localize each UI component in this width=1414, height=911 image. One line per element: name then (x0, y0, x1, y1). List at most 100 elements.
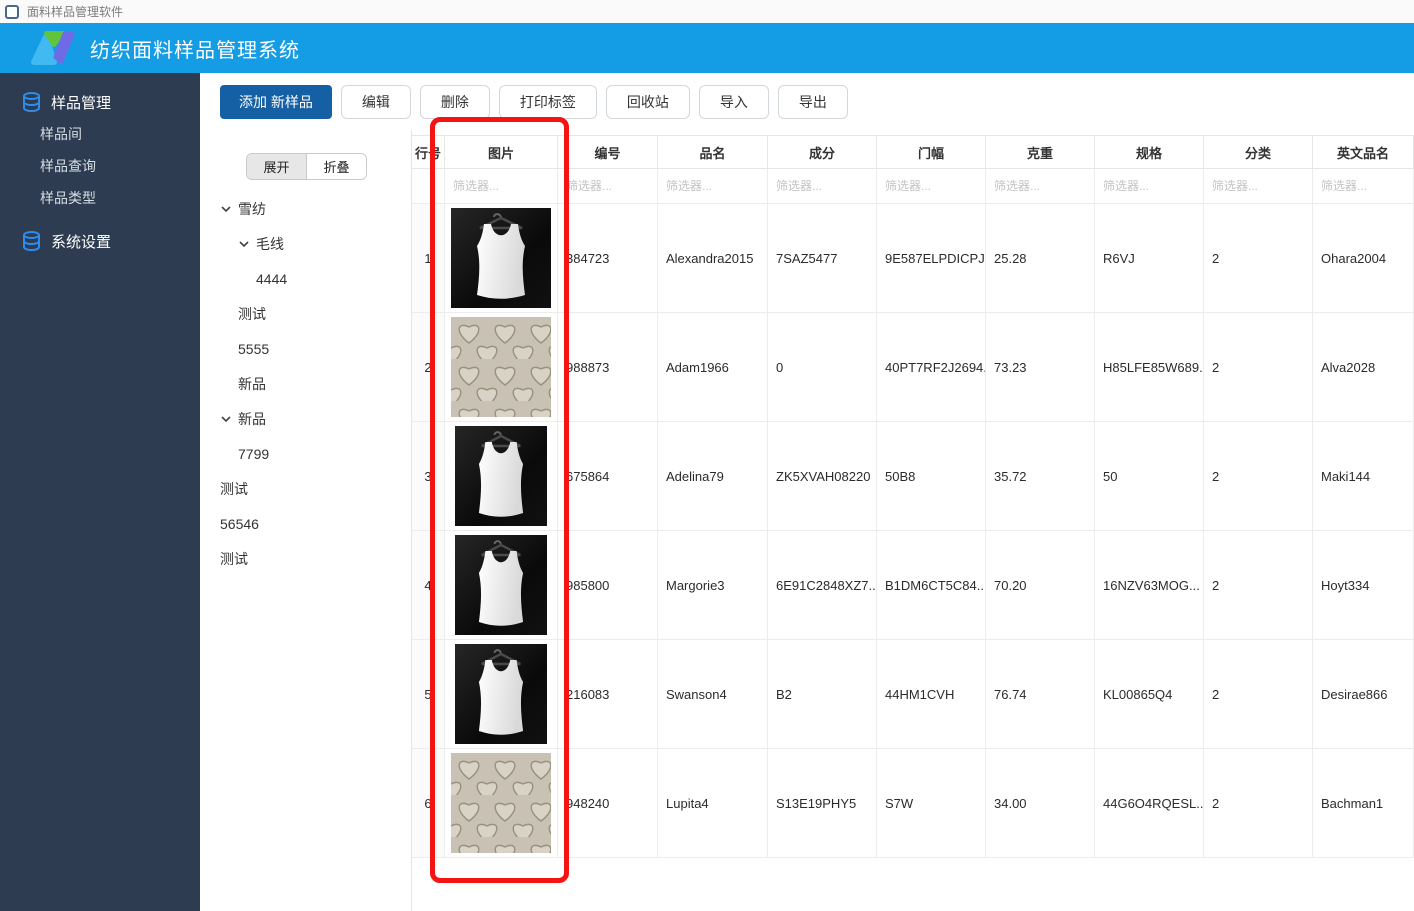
col-header-spec[interactable]: 规格 (1095, 136, 1204, 169)
table-cell-english-name[interactable]: Maki144 (1313, 422, 1414, 531)
tree-node[interactable]: 新品 (200, 401, 411, 436)
sidebar-item-system-settings[interactable]: 系统设置 (0, 225, 200, 257)
tree-node[interactable]: 新品 (200, 366, 411, 401)
col-header-category[interactable]: 分类 (1204, 136, 1313, 169)
table-cell-row-number[interactable]: 3 (412, 422, 445, 531)
recycle-bin-button[interactable]: 回收站 (605, 84, 690, 119)
table-cell-composition[interactable]: ZK5XVAH08220 (768, 422, 877, 531)
expand-button[interactable]: 展开 (247, 154, 307, 179)
filter-input-weight[interactable] (986, 179, 1094, 193)
filter-input-composition[interactable] (768, 179, 876, 193)
table-cell-spec[interactable]: 44G6O4RQESL... (1095, 749, 1204, 858)
table-cell-code[interactable]: 216083 (558, 640, 658, 749)
table-cell-code[interactable]: 988873 (558, 313, 658, 422)
table-cell-image[interactable] (445, 204, 558, 313)
table-cell-width[interactable]: 40PT7RF2J2694... (877, 313, 986, 422)
table-cell-spec[interactable]: 50 (1095, 422, 1204, 531)
print-label-button[interactable]: 打印标签 (498, 84, 597, 119)
table-cell-image[interactable] (445, 749, 558, 858)
table-cell-name[interactable]: Margorie3 (658, 531, 768, 640)
tree-node[interactable]: 雪纺 (200, 191, 411, 226)
table-cell-composition[interactable]: S13E19PHY5 (768, 749, 877, 858)
table-cell-width[interactable]: 50B8 (877, 422, 986, 531)
table-cell-weight[interactable]: 76.74 (986, 640, 1095, 749)
filter-input-image[interactable] (445, 179, 557, 193)
edit-button[interactable]: 编辑 (340, 84, 411, 119)
table-cell-row-number[interactable]: 5 (412, 640, 445, 749)
table-cell-spec[interactable]: H85LFE85W689... (1095, 313, 1204, 422)
col-header-width[interactable]: 门幅 (877, 136, 986, 169)
table-cell-weight[interactable]: 25.28 (986, 204, 1095, 313)
table-cell-category[interactable]: 2 (1204, 204, 1313, 313)
tree-node[interactable]: 测试 (200, 296, 411, 331)
table-cell-weight[interactable]: 35.72 (986, 422, 1095, 531)
table-cell-weight[interactable]: 34.00 (986, 749, 1095, 858)
table-cell-code[interactable]: 985800 (558, 531, 658, 640)
col-header-weight[interactable]: 克重 (986, 136, 1095, 169)
filter-input-spec[interactable] (1095, 179, 1203, 193)
table-cell-image[interactable] (445, 313, 558, 422)
table-cell-category[interactable]: 2 (1204, 640, 1313, 749)
sidebar-item-sample-type[interactable]: 样品类型 (0, 182, 200, 214)
table-cell-width[interactable]: 44HM1CVH (877, 640, 986, 749)
table-cell-category[interactable]: 2 (1204, 531, 1313, 640)
table-cell-row-number[interactable]: 2 (412, 313, 445, 422)
table-cell-spec[interactable]: R6VJ (1095, 204, 1204, 313)
collapse-button[interactable]: 折叠 (307, 154, 366, 179)
table-cell-weight[interactable]: 70.20 (986, 531, 1095, 640)
filter-input-category[interactable] (1204, 179, 1312, 193)
col-header-english-name[interactable]: 英文品名 (1313, 136, 1414, 169)
import-button[interactable]: 导入 (698, 84, 769, 119)
table-cell-composition[interactable]: 0 (768, 313, 877, 422)
add-sample-button[interactable]: 添加 新样品 (220, 84, 332, 119)
filter-input-width[interactable] (877, 179, 985, 193)
table-cell-image[interactable] (445, 640, 558, 749)
table-cell-category[interactable]: 2 (1204, 749, 1313, 858)
table-cell-composition[interactable]: 7SAZ5477 (768, 204, 877, 313)
tree-node[interactable]: 测试 (200, 471, 411, 506)
table-cell-spec[interactable]: 16NZV63MOG... (1095, 531, 1204, 640)
sidebar-item-sample-query[interactable]: 样品查询 (0, 150, 200, 182)
table-cell-code[interactable]: 384723 (558, 204, 658, 313)
col-header-row-number[interactable]: 行号 (412, 136, 445, 169)
table-cell-english-name[interactable]: Bachman1 (1313, 749, 1414, 858)
col-header-image[interactable]: 图片 (445, 136, 558, 169)
export-button[interactable]: 导出 (777, 84, 848, 119)
table-cell-code[interactable]: 948240 (558, 749, 658, 858)
filter-input-name[interactable] (658, 179, 767, 193)
tree-node[interactable]: 毛线 (200, 226, 411, 261)
table-cell-width[interactable]: S7W (877, 749, 986, 858)
tree-node[interactable]: 7799 (200, 436, 411, 471)
tree-node[interactable]: 56546 (200, 506, 411, 541)
tree-node[interactable]: 4444 (200, 261, 411, 296)
table-cell-category[interactable]: 2 (1204, 422, 1313, 531)
table-cell-english-name[interactable]: Alva2028 (1313, 313, 1414, 422)
table-cell-name[interactable]: Alexandra2015 (658, 204, 768, 313)
table-cell-composition[interactable]: 6E91C2848XZ7... (768, 531, 877, 640)
table-cell-code[interactable]: 675864 (558, 422, 658, 531)
table-cell-english-name[interactable]: Hoyt334 (1313, 531, 1414, 640)
filter-input-code[interactable] (558, 179, 657, 193)
table-cell-width[interactable]: B1DM6CT5C84... (877, 531, 986, 640)
sidebar-item-sample-room[interactable]: 样品间 (0, 118, 200, 150)
tree-node[interactable]: 测试 (200, 541, 411, 576)
col-header-composition[interactable]: 成分 (768, 136, 877, 169)
tree-node[interactable]: 5555 (200, 331, 411, 366)
table-cell-english-name[interactable]: Ohara2004 (1313, 204, 1414, 313)
table-cell-composition[interactable]: B2 (768, 640, 877, 749)
table-cell-english-name[interactable]: Desirae866 (1313, 640, 1414, 749)
col-header-name[interactable]: 品名 (658, 136, 768, 169)
table-cell-category[interactable]: 2 (1204, 313, 1313, 422)
col-header-code[interactable]: 编号 (558, 136, 658, 169)
table-cell-name[interactable]: Swanson4 (658, 640, 768, 749)
sidebar-item-sample-management[interactable]: 样品管理 (0, 86, 200, 118)
table-cell-weight[interactable]: 73.23 (986, 313, 1095, 422)
table-cell-row-number[interactable]: 4 (412, 531, 445, 640)
table-cell-image[interactable] (445, 422, 558, 531)
table-cell-spec[interactable]: KL00865Q4 (1095, 640, 1204, 749)
table-cell-image[interactable] (445, 531, 558, 640)
table-cell-name[interactable]: Adelina79 (658, 422, 768, 531)
table-cell-row-number[interactable]: 1 (412, 204, 445, 313)
table-cell-name[interactable]: Lupita4 (658, 749, 768, 858)
delete-button[interactable]: 删除 (419, 84, 490, 119)
